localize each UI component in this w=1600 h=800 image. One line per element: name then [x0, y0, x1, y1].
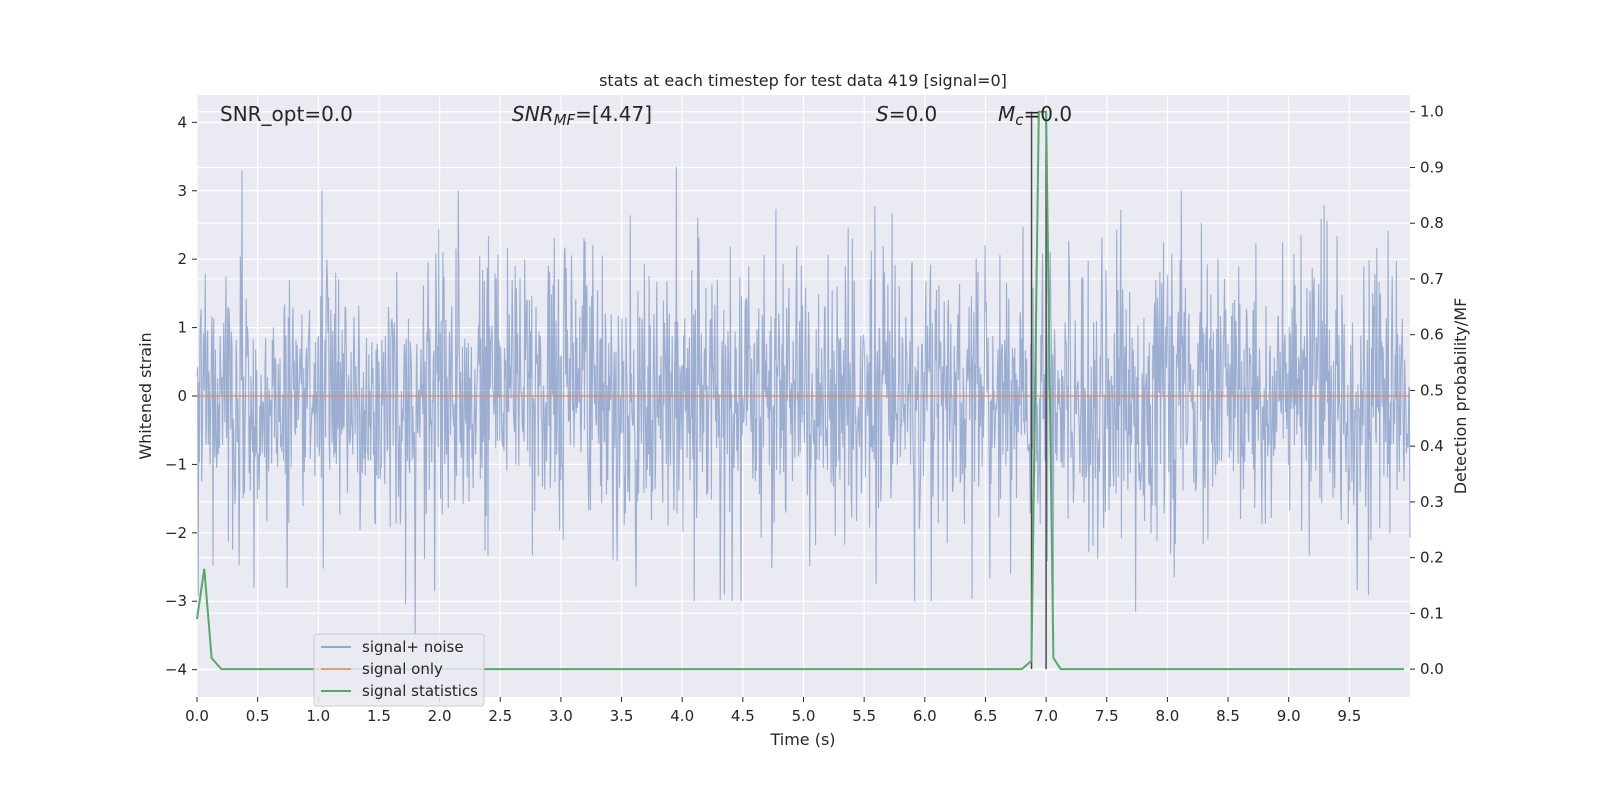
snr-mf-symbol: SNR [512, 102, 554, 126]
left-y-tick-label: −1 [165, 455, 187, 473]
x-tick-label: 4.5 [731, 707, 755, 725]
s-annotation: S=0.0 [876, 102, 937, 126]
s-value: =0.0 [889, 102, 938, 126]
x-tick-label: 6.5 [974, 707, 998, 725]
right-y-tick-label: 1.0 [1420, 103, 1444, 121]
left-y-tick-label: 1 [177, 319, 187, 337]
left-y-tick-label: 0 [177, 387, 187, 405]
right-y-tick-label: 0.1 [1420, 604, 1444, 622]
legend-label-stats: signal statistics [362, 682, 478, 700]
signal-plus-noise-series [196, 166, 1411, 639]
legend: signal+ noise signal only signal statist… [313, 633, 485, 707]
left-y-tick-label: −2 [165, 524, 187, 542]
right-y-tick-label: 0.0 [1420, 660, 1444, 678]
x-tick-label: 8.0 [1155, 707, 1179, 725]
right-y-tick-label: 0.5 [1420, 381, 1444, 399]
chart-title: stats at each timestep for test data 419… [599, 71, 1007, 90]
x-tick-label: 6.0 [913, 707, 937, 725]
legend-box [313, 633, 485, 707]
mc-annotation: Mc=0.0 [998, 102, 1072, 129]
legend-label-signal: signal only [362, 660, 443, 678]
vertical-markers [1030, 111, 1047, 670]
x-tick-label: 2.5 [488, 707, 512, 725]
right-y-axis-ticks: 0.0 0.1 0.2 0.3 0.4 0.5 0.6 0.7 0.8 0.9 1.0 [1410, 103, 1444, 678]
left-y-tick-label: 3 [177, 182, 187, 200]
mc-value: =0.0 [1024, 102, 1073, 126]
signal-plus-noise-line [196, 166, 1411, 639]
x-tick-label: 1.5 [367, 707, 391, 725]
x-tick-label: 2.0 [428, 707, 452, 725]
s-symbol: S [876, 102, 889, 126]
x-tick-label: 7.5 [1095, 707, 1119, 725]
right-y-tick-label: 0.9 [1420, 158, 1444, 176]
legend-label-noise: signal+ noise [362, 638, 464, 656]
left-y-tick-label: 2 [177, 250, 187, 268]
x-tick-label: 7.0 [1034, 707, 1058, 725]
snr-opt-annotation: SNR_opt=0.0 [220, 102, 353, 126]
right-y-tick-label: 0.8 [1420, 214, 1444, 232]
mc-subscript: c [1015, 111, 1024, 129]
x-tick-label: 5.5 [852, 707, 876, 725]
snr-mf-value: =[4.47] [575, 102, 652, 126]
x-axis-label: Time (s) [769, 730, 835, 749]
x-tick-label: 9.0 [1277, 707, 1301, 725]
right-y-tick-label: 0.4 [1420, 437, 1444, 455]
left-y-tick-label: −4 [165, 661, 187, 679]
signal-statistics-series [196, 110, 1404, 671]
x-tick-label: 1.0 [306, 707, 330, 725]
snr-mf-subscript: MF [554, 111, 576, 129]
left-y-axis-ticks: −4 −3 −2 −1 0 1 2 3 4 [165, 113, 197, 679]
x-tick-label: 4.0 [670, 707, 694, 725]
right-y-tick-label: 0.2 [1420, 549, 1444, 567]
right-y-axis-label: Detection probability/MF [1451, 298, 1470, 495]
x-tick-label: 3.0 [549, 707, 573, 725]
x-tick-label: 9.5 [1337, 707, 1361, 725]
signal-statistics-line [196, 110, 1404, 671]
right-y-tick-label: 0.3 [1420, 493, 1444, 511]
left-y-tick-label: 4 [177, 113, 187, 131]
x-tick-label: 0.5 [246, 707, 270, 725]
right-y-tick-label: 0.7 [1420, 270, 1444, 288]
x-tick-label: 8.5 [1216, 707, 1240, 725]
mc-symbol: M [998, 102, 1015, 126]
left-y-axis-label: Whitened strain [136, 332, 155, 459]
x-axis-ticks: 0.0 0.5 1.0 1.5 2.0 2.5 3.0 3.5 4.0 4.5 5.0 5.5 6.0 6… [185, 697, 1361, 725]
x-tick-label: 0.0 [185, 707, 209, 725]
snr-mf-annotation: SNRMF=[4.47] [512, 102, 652, 129]
x-tick-label: 5.0 [792, 707, 816, 725]
x-tick-label: 3.5 [610, 707, 634, 725]
left-y-tick-label: −3 [165, 592, 187, 610]
right-y-tick-label: 0.6 [1420, 326, 1444, 344]
